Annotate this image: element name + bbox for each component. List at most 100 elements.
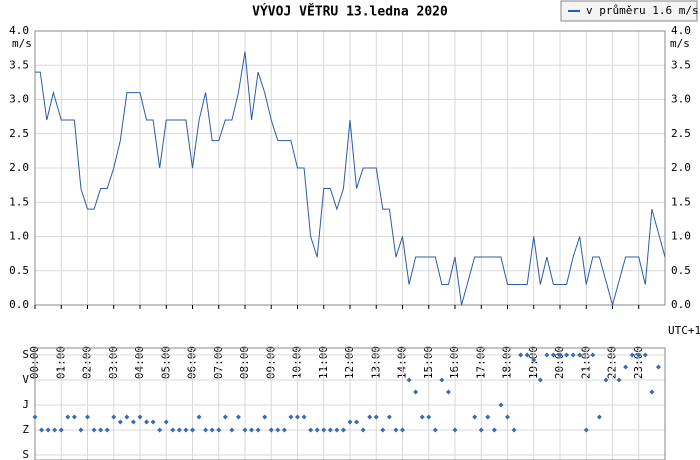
point [39, 427, 45, 433]
plot-frame [34, 347, 666, 460]
point [65, 414, 71, 420]
point [255, 427, 261, 433]
y-tick-label: 4.0 [671, 24, 691, 37]
point [137, 414, 143, 420]
point [537, 377, 543, 383]
point [229, 427, 235, 433]
y-tick-label: 0.5 [9, 264, 29, 277]
y-tick-label: 2.5 [671, 127, 691, 140]
point [327, 427, 333, 433]
y-tick-label: 3.0 [9, 93, 29, 106]
point [413, 389, 419, 395]
point [32, 414, 38, 420]
point [347, 419, 353, 425]
point [301, 414, 307, 420]
point [354, 419, 360, 425]
point [45, 427, 51, 433]
point [400, 427, 405, 433]
point [117, 419, 123, 425]
point [557, 352, 563, 358]
point [203, 427, 209, 433]
y-tick-label: Z [22, 423, 29, 436]
point [485, 414, 491, 420]
point [380, 427, 386, 433]
y-tick-label: 3.5 [9, 58, 29, 71]
y-tick-label: 1.0 [9, 230, 29, 243]
point [386, 414, 392, 420]
x-axis-label: UTC+1 [668, 324, 700, 337]
point [636, 352, 642, 358]
point [419, 414, 425, 420]
point [176, 427, 182, 433]
point [170, 427, 176, 433]
point [91, 427, 97, 433]
point [314, 427, 320, 433]
point [564, 352, 570, 358]
y-tick-label: V [22, 373, 29, 386]
point [308, 427, 314, 433]
point [583, 427, 589, 433]
y-tick-label: 4.0 [9, 24, 29, 37]
point [262, 414, 268, 420]
y-tick-label: 2.0 [671, 161, 691, 174]
point [334, 427, 340, 433]
point [426, 414, 432, 420]
y-tick-label: 2.5 [9, 127, 29, 140]
y-tick-label: S [22, 348, 29, 361]
legend-box [560, 0, 698, 22]
point [550, 352, 556, 358]
point [498, 402, 504, 408]
y-tick-label: 0.0 [671, 298, 691, 311]
point [616, 377, 622, 383]
point [288, 414, 294, 420]
point [111, 414, 117, 420]
y-tick-label: 3.0 [671, 93, 691, 106]
point [570, 352, 576, 358]
point [104, 427, 110, 433]
point [196, 414, 202, 420]
point [524, 352, 530, 358]
point [439, 377, 445, 383]
point [577, 352, 583, 358]
point [150, 419, 156, 425]
point [649, 389, 655, 395]
point [340, 427, 346, 433]
point [85, 414, 90, 420]
point [78, 427, 84, 433]
point [360, 427, 366, 433]
point [655, 364, 661, 370]
point [373, 414, 379, 420]
point [209, 427, 215, 433]
point [491, 427, 497, 433]
point [642, 352, 648, 358]
point [130, 419, 136, 425]
y-axis-label: m/s [12, 37, 32, 50]
point [544, 352, 550, 358]
point [275, 427, 281, 433]
y-tick-label: S [22, 448, 29, 460]
point [157, 427, 163, 433]
point [98, 427, 104, 433]
point [52, 427, 58, 433]
point [478, 427, 484, 433]
point [406, 377, 412, 383]
point [216, 427, 222, 433]
y-tick-label: J [22, 398, 29, 411]
point [367, 414, 373, 420]
point [531, 357, 537, 363]
point [242, 427, 248, 433]
legend-label: v průměru 1.6 m/s [586, 4, 699, 17]
chart-title: VÝVOJ VĚTRU 13.ledna 2020 [252, 4, 448, 20]
point [596, 414, 602, 420]
point [281, 427, 287, 433]
point [452, 427, 458, 433]
point [144, 419, 150, 425]
y-tick-label: 0.5 [671, 264, 691, 277]
point [163, 419, 169, 425]
point [71, 414, 77, 420]
y-tick-label: 1.5 [671, 195, 691, 208]
point [190, 427, 195, 433]
point [222, 414, 228, 420]
y-tick-label: 3.5 [671, 58, 691, 71]
